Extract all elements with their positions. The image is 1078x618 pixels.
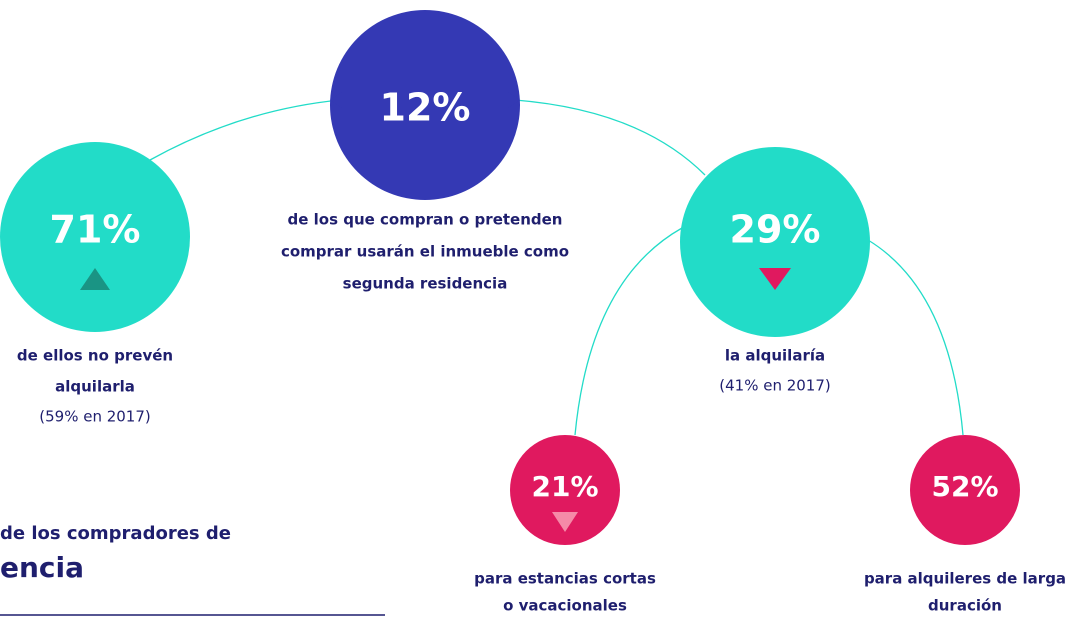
caption: alquilarla	[55, 378, 135, 396]
connector	[574, 227, 683, 436]
caption: para estancias cortas	[474, 570, 656, 588]
connector	[149, 99, 341, 161]
node-value: 21%	[531, 470, 598, 503]
caption: de ellos no prevén	[17, 347, 173, 365]
heading: encia	[0, 551, 84, 584]
node-circle	[910, 435, 1020, 545]
node-value: 12%	[380, 86, 471, 130]
up-triangle	[80, 268, 110, 290]
heading: de los compradores de	[0, 523, 231, 544]
down-triangle	[552, 512, 578, 532]
caption: la alquilaría	[725, 347, 825, 365]
node-value: 52%	[931, 470, 998, 503]
caption: duración	[928, 597, 1002, 615]
connector	[514, 99, 706, 176]
notch	[508, 92, 520, 108]
node-value: 71%	[50, 208, 141, 252]
caption: (41% en 2017)	[719, 377, 831, 395]
caption: (59% en 2017)	[39, 408, 151, 426]
notch	[330, 92, 342, 108]
caption: segunda residencia	[343, 275, 508, 293]
down-triangle	[759, 268, 791, 290]
caption: de los que compran o pretenden	[288, 211, 563, 229]
connector	[867, 239, 964, 436]
node-circle	[680, 147, 870, 337]
node-circle	[330, 10, 520, 200]
caption: comprar usarán el inmueble como	[281, 243, 569, 261]
caption: para alquileres de larga	[864, 570, 1066, 588]
node-circle	[0, 142, 190, 332]
node-circle	[510, 435, 620, 545]
caption: o vacacionales	[503, 597, 627, 615]
node-value: 29%	[730, 208, 821, 252]
